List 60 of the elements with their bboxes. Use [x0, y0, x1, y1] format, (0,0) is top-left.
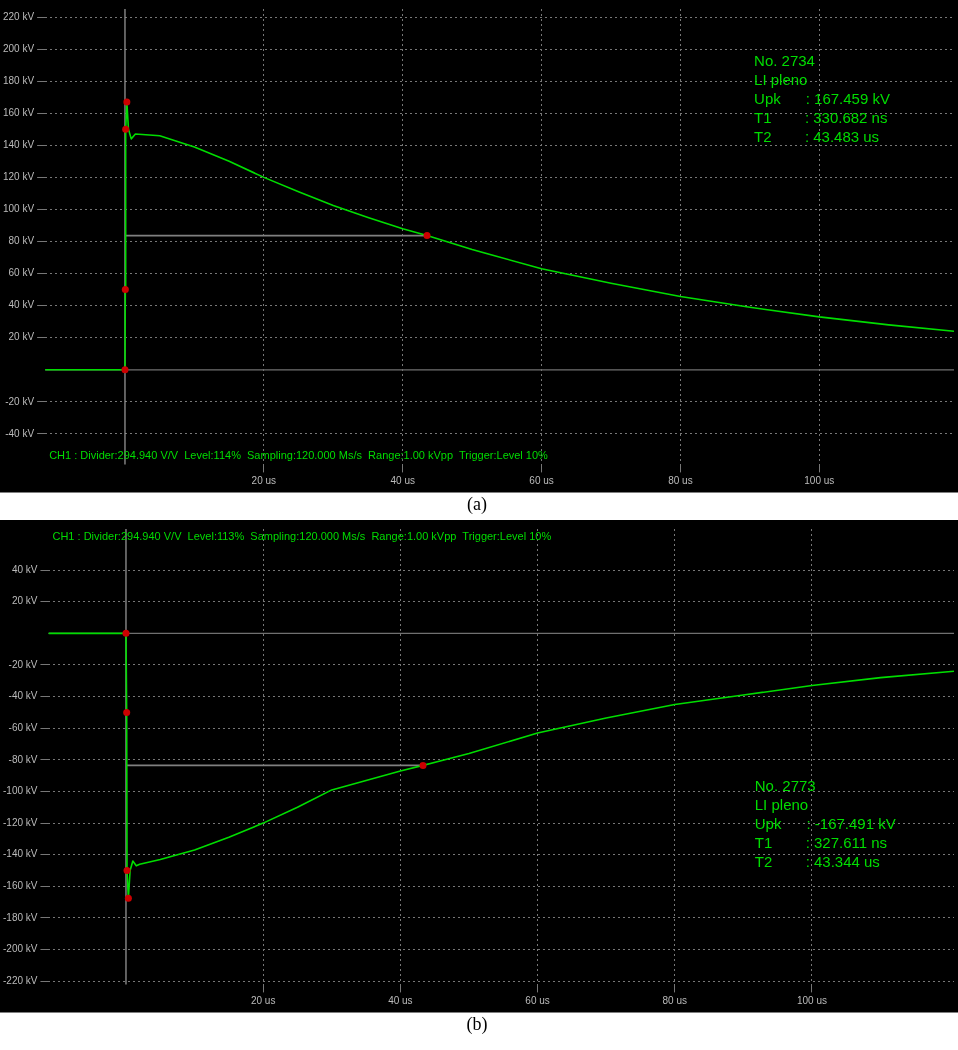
y-tick-label: -160 kV — [2, 880, 38, 892]
annotation: T1 : 327.611 ns — [754, 834, 888, 852]
x-tick-label: 100 us — [796, 995, 828, 1007]
y-tick-label: 220 kV — [2, 10, 35, 22]
annotation: T1 : 330.682 ns — [754, 109, 888, 127]
y-tick-label: -80 kV — [8, 753, 38, 765]
y-tick-label: -180 kV — [2, 911, 38, 923]
x-tick-label: 80 us — [668, 475, 693, 487]
y-tick-label: 120 kV — [2, 171, 35, 183]
annotation: LI pleno — [754, 71, 808, 89]
y-tick-label: -120 kV — [2, 816, 38, 828]
y-tick-label: -100 kV — [2, 785, 38, 797]
y-tick-label: 140 kV — [2, 139, 35, 151]
point — [419, 761, 427, 769]
x-tick-label: 40 us — [390, 475, 415, 487]
text: (b) — [466, 1013, 488, 1035]
x-tick-label: 60 us — [525, 995, 550, 1007]
point — [123, 867, 131, 875]
y-tick-label: -220 kV — [2, 974, 38, 986]
x-tick-label: 40 us — [388, 995, 413, 1007]
y-tick-label: -20 kV — [5, 395, 35, 407]
annotation: T2 : 43.483 us — [754, 128, 880, 146]
y-tick-label: 60 kV — [8, 267, 35, 279]
annotation: LI pleno — [754, 796, 809, 814]
annotation: T2 : 43.344 us — [754, 853, 880, 871]
x-tick-label: 20 us — [250, 995, 276, 1007]
annotation: Upk : -167.491 kV — [754, 815, 896, 833]
y-tick-label: -40 kV — [5, 427, 35, 439]
annotation: CH1 : Divider:294.940 V/V Level:114% Sampling:120.000 Ms/s Range:1.00 kVpp Trigger:Level 10% — [49, 449, 549, 462]
y-tick-label: -60 kV — [8, 721, 38, 733]
text: (a) — [467, 493, 487, 515]
y-tick-label: 100 kV — [2, 203, 35, 215]
point — [122, 629, 130, 637]
y-tick-label: -140 kV — [2, 848, 38, 860]
point — [123, 708, 131, 716]
y-tick-label: 160 kV — [2, 106, 35, 118]
x-tick-label: 60 us — [529, 475, 554, 487]
x-tick-label: 100 us — [804, 475, 835, 487]
annotation: Upk : 167.459 kV — [754, 90, 890, 108]
y-tick-label: 20 kV — [8, 331, 35, 343]
y-tick-label: 200 kV — [2, 42, 35, 54]
y-tick-label: 80 kV — [8, 235, 35, 247]
annotation: CH1 : Divider:294.940 V/V Level:113% Sampling:120.000 Ms/s Range:1.00 kVpp Trigger:Level 10% — [52, 530, 552, 543]
y-tick-label: 40 kV — [11, 563, 38, 575]
annotation: No. 2734 — [754, 52, 815, 70]
y-tick-label: 40 kV — [8, 299, 35, 311]
y-tick-label: 20 kV — [11, 595, 38, 607]
x-tick-label: 20 us — [251, 475, 277, 487]
x-tick-label: 80 us — [662, 995, 688, 1007]
point — [121, 286, 129, 294]
annotation: No. 2773 — [754, 777, 816, 795]
point — [423, 232, 431, 240]
y-tick-label: -40 kV — [8, 690, 38, 702]
y-tick-label: 180 kV — [2, 74, 35, 86]
y-tick-label: -200 kV — [2, 943, 38, 955]
point — [121, 366, 129, 374]
point — [122, 125, 130, 133]
point — [123, 98, 131, 106]
y-tick-label: -20 kV — [8, 658, 38, 670]
point — [124, 894, 132, 902]
